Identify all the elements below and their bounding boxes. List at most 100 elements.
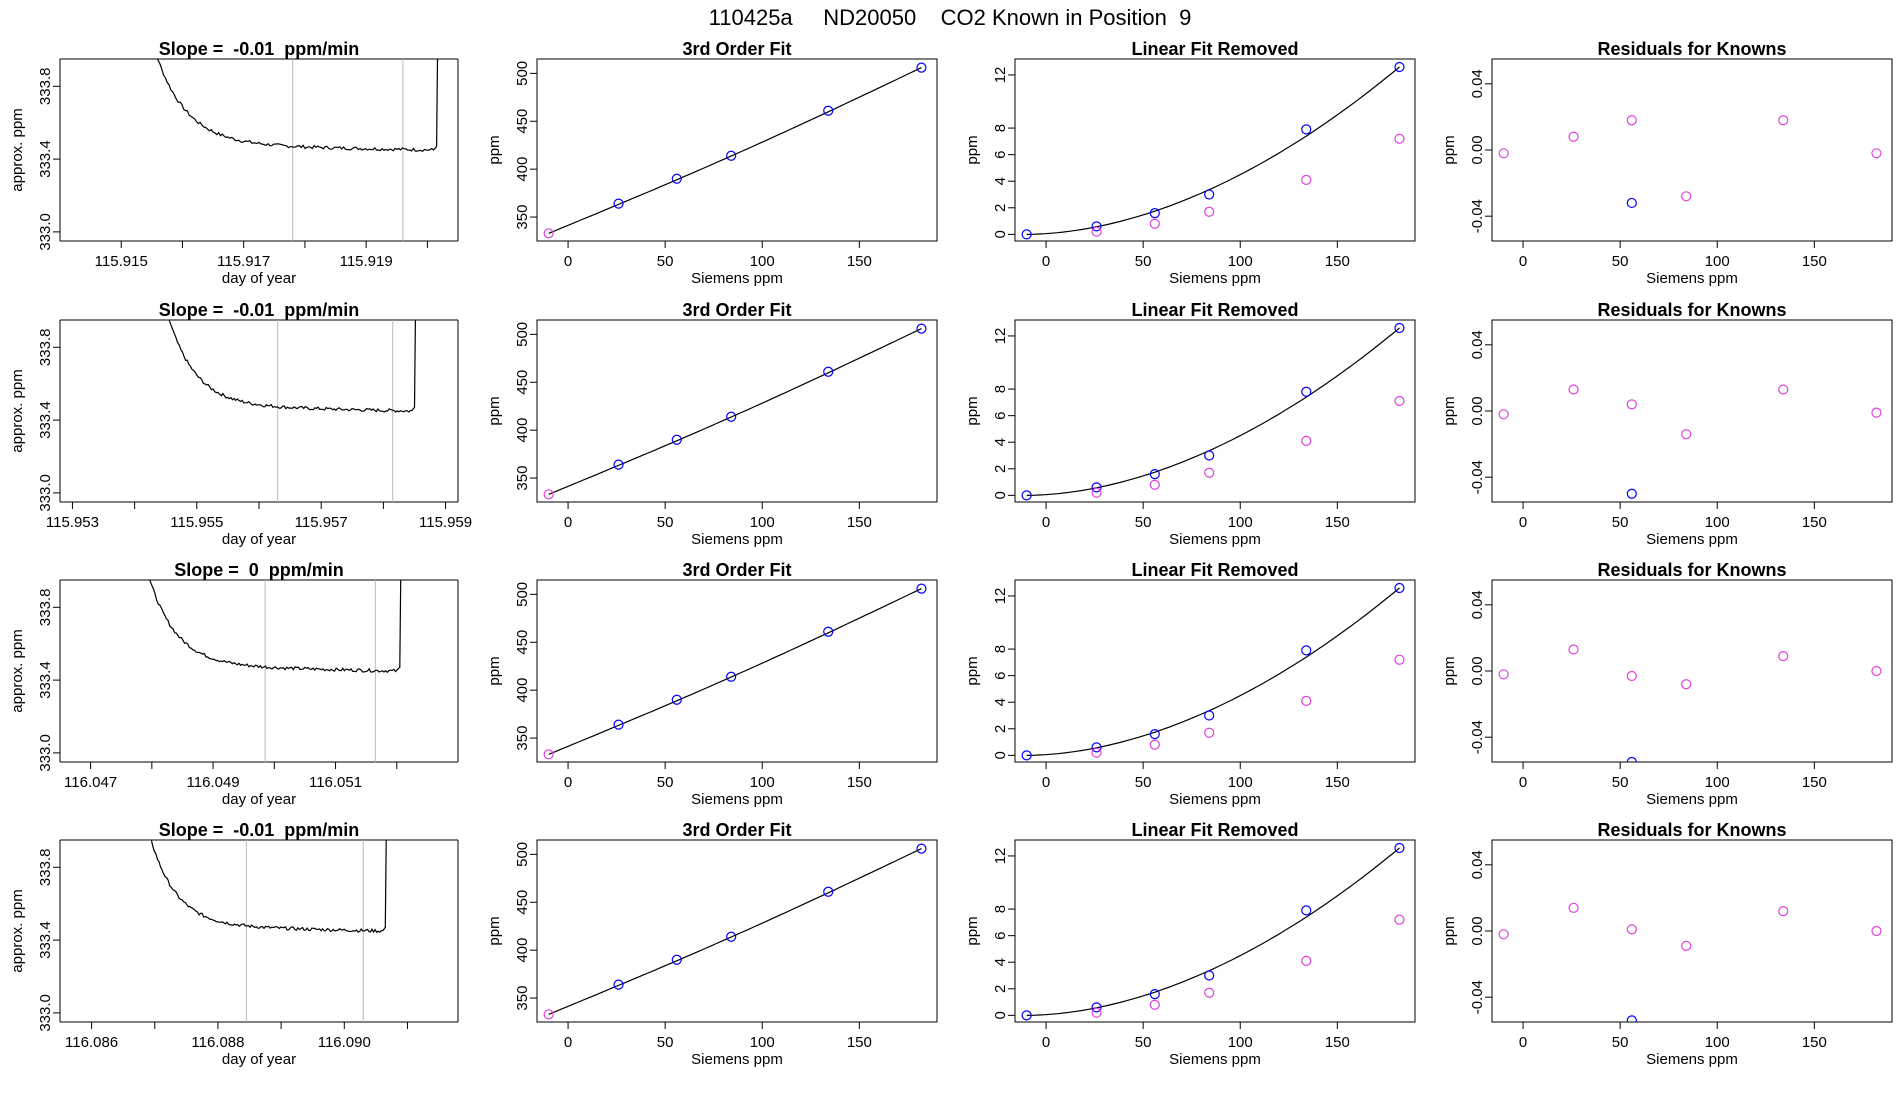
y-tick-label: 6 bbox=[992, 671, 1009, 679]
x-tick-label: 150 bbox=[1325, 253, 1350, 270]
y-tick-label: 333.4 bbox=[37, 921, 54, 959]
x-tick-label: 115.919 bbox=[340, 253, 393, 270]
data-point-magenta bbox=[1498, 669, 1509, 680]
concentration-trace bbox=[149, 580, 402, 674]
x-axis-label: Siemens ppm bbox=[1169, 791, 1261, 808]
panel-title: Slope = -0.01 ppm/min bbox=[159, 820, 360, 840]
panel-r4c3: Linear Fit Removed 0 2 4 6 8 12 ppm 0 50 100 150 Sie… bbox=[964, 820, 1416, 1068]
plot-area bbox=[1498, 644, 1882, 762]
x-tick-label: 0 bbox=[564, 1034, 572, 1051]
y-tick-label: 350 bbox=[514, 726, 531, 751]
y-tick-label: 2 bbox=[992, 465, 1009, 473]
fit-curve bbox=[1026, 847, 1400, 1016]
data-point-blue bbox=[726, 411, 737, 422]
y-tick-label: 333.4 bbox=[37, 140, 54, 178]
data-point-blue bbox=[1626, 488, 1637, 499]
x-tick-label: 50 bbox=[1612, 774, 1629, 791]
y-tick-label: 400 bbox=[514, 938, 531, 963]
panel-title: Linear Fit Removed bbox=[1131, 820, 1298, 840]
plot-area bbox=[543, 843, 927, 1020]
fit-curve bbox=[1026, 66, 1400, 235]
concentration-trace bbox=[156, 59, 439, 153]
x-axis-label: Siemens ppm bbox=[691, 270, 783, 287]
data-point-magenta bbox=[1568, 902, 1579, 913]
y-axis-label: ppm bbox=[1441, 135, 1458, 164]
panel-title: Slope = 0 ppm/min bbox=[174, 560, 344, 580]
data-point-magenta bbox=[1871, 665, 1882, 677]
y-axis-label: ppm bbox=[1441, 656, 1458, 685]
data-point-magenta bbox=[1204, 987, 1215, 998]
y-tick-label: -0.04 bbox=[1469, 460, 1486, 494]
y-tick-label: 0.04 bbox=[1469, 850, 1486, 879]
x-axis-label: Siemens ppm bbox=[1646, 1051, 1738, 1068]
x-tick-label: 0 bbox=[1042, 514, 1050, 531]
data-point-blue bbox=[1149, 729, 1160, 740]
fit-curve bbox=[548, 328, 922, 495]
data-point-magenta bbox=[1871, 407, 1882, 418]
plot-area bbox=[1021, 322, 1405, 501]
data-point-magenta bbox=[1301, 435, 1312, 446]
data-point-blue bbox=[1626, 197, 1637, 209]
fit-curve bbox=[1026, 327, 1400, 496]
x-tick-label: 50 bbox=[1612, 253, 1629, 270]
x-tick-label: 150 bbox=[1802, 1034, 1827, 1051]
panel-r2c3: Linear Fit Removed 0 2 4 6 8 12 ppm 0 50 100 150 Sie… bbox=[964, 300, 1416, 548]
x-tick-label: 116.090 bbox=[318, 1034, 371, 1051]
panel-r3c4: Residuals for Knowns -0.04 0.00 0.04 ppm 0 50 1… bbox=[1441, 560, 1893, 808]
data-point-blue bbox=[1394, 322, 1405, 334]
x-tick-label: 100 bbox=[1228, 253, 1253, 270]
y-tick-label: -0.04 bbox=[1469, 720, 1486, 754]
x-axis-label: day of year bbox=[222, 791, 296, 808]
y-tick-label: 450 bbox=[514, 370, 531, 395]
y-tick-label: 333.4 bbox=[37, 401, 54, 439]
x-tick-label: 100 bbox=[1228, 1034, 1253, 1051]
x-tick-label: 115.953 bbox=[46, 514, 99, 531]
panel-title: 3rd Order Fit bbox=[682, 560, 791, 580]
plot-frame bbox=[1014, 839, 1416, 1023]
panel-r2c1: Slope = -0.01 ppm/min 333.0 333.4 333.8 appr… bbox=[9, 300, 472, 548]
x-tick-label: 0 bbox=[1519, 1034, 1527, 1051]
data-point-magenta bbox=[1626, 924, 1637, 935]
panel-r3c2: 3rd Order Fit 350 400 450 500 ppm 0 50 100 150 Sie… bbox=[486, 560, 938, 808]
y-tick-label: -0.04 bbox=[1469, 980, 1486, 1014]
y-tick-label: 4 bbox=[992, 958, 1009, 966]
data-point-magenta bbox=[1568, 131, 1579, 142]
x-tick-label: 150 bbox=[1802, 774, 1827, 791]
y-tick-label: 500 bbox=[514, 61, 531, 86]
x-tick-label: 50 bbox=[657, 1034, 674, 1051]
data-point-blue bbox=[1204, 970, 1215, 981]
x-tick-label: 50 bbox=[657, 253, 674, 270]
x-axis-label: Siemens ppm bbox=[1646, 531, 1738, 548]
plot-area bbox=[543, 62, 927, 239]
panel-title: Linear Fit Removed bbox=[1131, 300, 1298, 320]
plot-area bbox=[1498, 115, 1882, 209]
y-axis-label: approx. ppm bbox=[9, 108, 26, 191]
y-tick-label: 0.04 bbox=[1469, 590, 1486, 619]
y-axis-label: ppm bbox=[964, 135, 981, 164]
panel-title: Slope = -0.01 ppm/min bbox=[159, 300, 360, 320]
panel-r2c4: Residuals for Knowns -0.04 0.00 0.04 ppm 0 50 1… bbox=[1441, 300, 1893, 548]
x-tick-label: 0 bbox=[1042, 253, 1050, 270]
y-tick-label: 333.4 bbox=[37, 661, 54, 699]
data-point-magenta bbox=[1568, 644, 1579, 655]
concentration-trace bbox=[168, 320, 416, 413]
x-tick-label: 100 bbox=[1705, 253, 1730, 270]
y-axis-label: ppm bbox=[486, 396, 503, 425]
data-point-blue bbox=[1091, 742, 1102, 753]
x-tick-label: 150 bbox=[1325, 1034, 1350, 1051]
panel-title: Residuals for Knowns bbox=[1597, 39, 1786, 59]
data-point-magenta bbox=[1149, 739, 1160, 750]
x-axis-label: Siemens ppm bbox=[691, 791, 783, 808]
panel-title: Linear Fit Removed bbox=[1131, 560, 1298, 580]
data-point-blue bbox=[613, 198, 624, 209]
y-tick-label: 333.8 bbox=[37, 329, 54, 367]
data-point-blue bbox=[1149, 208, 1160, 219]
plot-frame bbox=[1491, 319, 1893, 503]
x-tick-label: 150 bbox=[847, 253, 872, 270]
y-tick-label: 400 bbox=[514, 418, 531, 443]
y-tick-label: 12 bbox=[992, 328, 1009, 345]
y-tick-label: 12 bbox=[992, 588, 1009, 605]
y-axis-label: ppm bbox=[1441, 396, 1458, 425]
y-tick-label: 2 bbox=[992, 985, 1009, 993]
x-axis-label: Siemens ppm bbox=[691, 531, 783, 548]
